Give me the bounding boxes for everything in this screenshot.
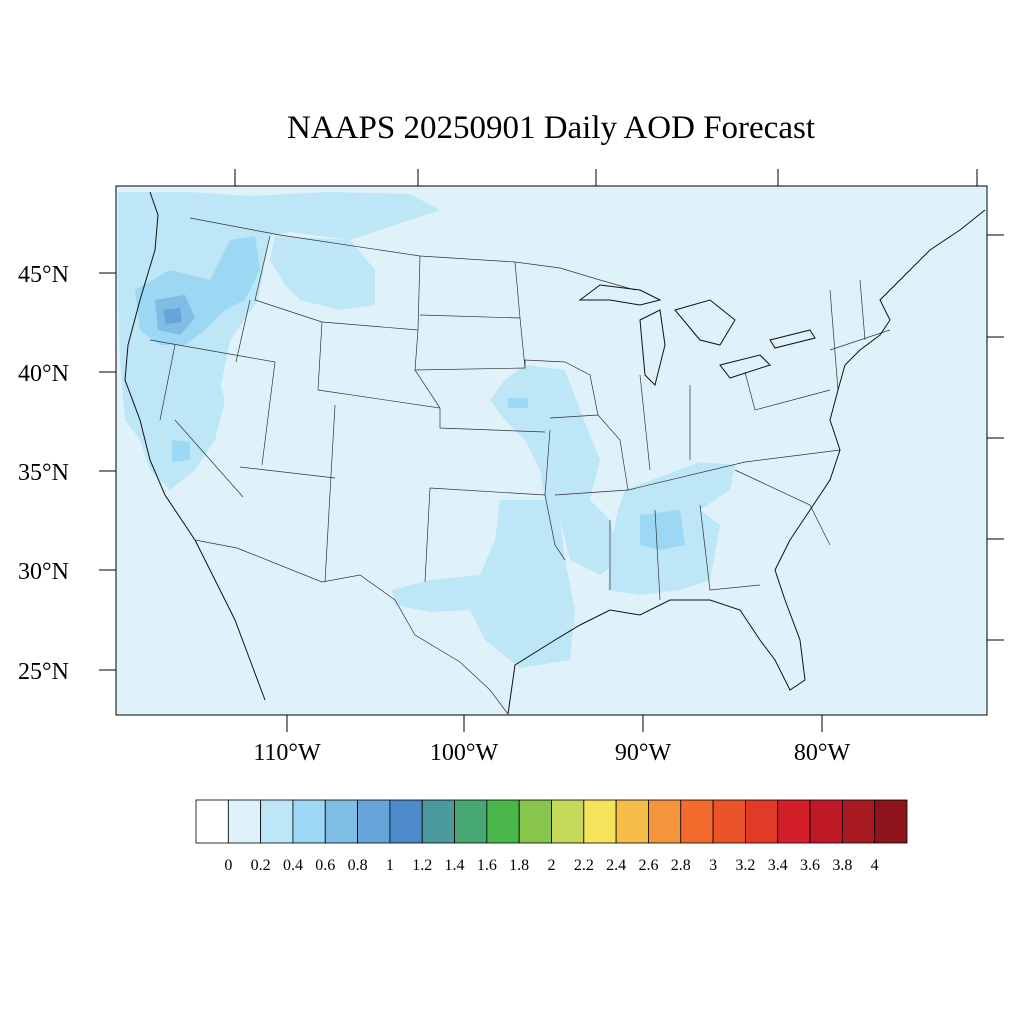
colorbar-label-8: 1.6 — [477, 857, 497, 874]
lat-label-30: 30°N — [18, 559, 69, 585]
colorbar-label-1: 0.2 — [251, 857, 271, 874]
colorbar-swatch-5 — [357, 799, 391, 844]
lat-label-45: 45°N — [18, 262, 69, 288]
aod-layer-0.6 — [155, 295, 195, 335]
colorbar-label-6: 1.2 — [412, 857, 432, 874]
great-lakes — [578, 284, 816, 386]
colorbar-label-16: 3.2 — [735, 857, 755, 874]
colorbar-label-15: 3 — [709, 857, 717, 874]
lat-labels: 45°N 40°N 35°N 30°N 25°N — [18, 262, 69, 685]
lat-label-40: 40°N — [18, 361, 69, 387]
colorbar-label-13: 2.6 — [638, 857, 658, 874]
state-lines — [149, 235, 891, 601]
colorbar-label-20: 4 — [871, 857, 879, 874]
colorbar-label-7: 1.4 — [445, 857, 465, 874]
aod-region-nevada-0.4 — [172, 440, 190, 462]
aod-region-montana — [270, 236, 375, 310]
colorbar-swatch-21 — [874, 799, 908, 844]
colorbar-swatch-3 — [292, 799, 326, 844]
left-ticks — [99, 272, 116, 671]
us-mexico-border — [194, 539, 509, 715]
colorbar-swatch-10 — [518, 799, 552, 844]
colorbar-swatch-9 — [486, 799, 520, 844]
colorbar-label-14: 2.8 — [671, 857, 691, 874]
colorbar-swatch-16 — [712, 799, 746, 844]
colorbar-label-4: 0.8 — [348, 857, 368, 874]
colorbar-swatch-6 — [389, 799, 423, 844]
colorbar-label-2: 0.4 — [283, 857, 303, 874]
aod-region-texas — [392, 500, 575, 668]
colorbar-swatch-1 — [227, 799, 262, 844]
colorbar-label-17: 3.4 — [768, 857, 788, 874]
colorbar-swatch-11 — [551, 799, 585, 844]
bottom-ticks — [286, 715, 823, 732]
colorbar-label-3: 0.6 — [315, 857, 335, 874]
aod-region-missouri-0.4 — [508, 398, 528, 408]
lat-label-25: 25°N — [18, 659, 69, 685]
coastline — [124, 191, 986, 715]
colorbar-label-18: 3.6 — [800, 857, 820, 874]
right-ticks — [987, 234, 1004, 641]
colorbar-swatch-4 — [324, 799, 358, 844]
colorbar-swatch-7 — [421, 799, 455, 844]
aod-region-alabama-0.4 — [640, 510, 685, 550]
colorbar-label-9: 1.8 — [509, 857, 529, 874]
aod-layer — [118, 192, 735, 668]
colorbar-label-10: 2 — [548, 857, 556, 874]
colorbar-swatch-14 — [648, 799, 682, 844]
colorbar-swatch-8 — [454, 799, 488, 844]
map-frame — [115, 185, 988, 716]
map-boundaries — [124, 191, 986, 715]
lon-label-80: 80°W — [794, 740, 851, 766]
lon-label-90: 90°W — [615, 740, 672, 766]
colorbar-swatch-15 — [680, 799, 714, 844]
colorbar-swatch-20 — [841, 799, 876, 844]
aod-region-central-plains — [490, 365, 620, 575]
lat-label-35: 35°N — [18, 460, 69, 486]
colorbar-swatch-0 — [195, 799, 229, 844]
colorbar-swatch-18 — [777, 799, 811, 844]
colorbar-label-11: 2.2 — [574, 857, 594, 874]
top-ticks — [234, 169, 978, 186]
colorbar-swatch-2 — [260, 799, 294, 844]
lon-labels: 110°W 100°W 90°W 80°W — [253, 740, 850, 766]
colorbar-label-5: 1 — [386, 857, 394, 874]
lon-label-100: 100°W — [430, 740, 499, 766]
colorbar-swatch-17 — [745, 799, 779, 844]
lon-label-110: 110°W — [253, 740, 321, 766]
colorbar-swatch-13 — [615, 799, 649, 844]
colorbar-label-12: 2.4 — [606, 857, 626, 874]
colorbar-swatch-19 — [809, 799, 843, 844]
colorbar — [195, 799, 908, 844]
colorbar-swatch-12 — [583, 799, 617, 844]
aod-region-oregon-peak — [163, 308, 182, 324]
map-title: NAAPS 20250901 Daily AOD Forecast — [287, 110, 815, 146]
colorbar-label-0: 0 — [224, 857, 232, 874]
aod-region-nevada — [150, 365, 225, 470]
colorbar-label-19: 3.8 — [832, 857, 852, 874]
colorbar-labels: 0 0.2 0.4 0.6 0.8 1 1.2 1.4 1.6 1.8 2 2.2 2.4 2.6 2.8 3… — [224, 857, 878, 874]
